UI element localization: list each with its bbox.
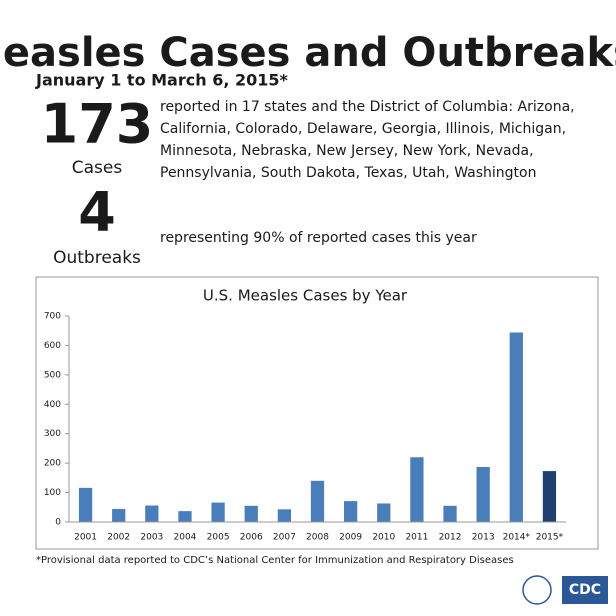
x-tick-label: 2006 — [240, 533, 263, 543]
logo: CDC — [522, 575, 608, 605]
bar — [112, 509, 126, 522]
title: Measles Cases and Outbreaks — [0, 30, 616, 76]
x-tick-label: 2001 — [74, 533, 97, 543]
stat-label: Outbreaks — [53, 248, 141, 268]
y-tick-label: 100 — [44, 488, 61, 498]
bar — [78, 487, 93, 522]
bar — [310, 480, 325, 522]
x-tick-label: 2003 — [140, 533, 163, 543]
x-tick-label: 2010 — [372, 533, 395, 543]
bar — [410, 457, 424, 522]
x-tick-label: 2007 — [273, 533, 296, 543]
stat-text: Minnesota, Nebraska, New Jersey, New Yor… — [160, 143, 534, 159]
x-tick-label: 2005 — [207, 533, 230, 543]
x-tick-label: 2012 — [439, 533, 462, 543]
logo-seal — [522, 575, 552, 605]
y-tick-label: 200 — [44, 459, 61, 469]
footnote: *Provisional data reported to CDC’s Nati… — [36, 555, 514, 566]
stat-number: 4 — [78, 181, 116, 244]
x-tick-label: 2014* — [503, 533, 531, 543]
stat-text: Pennsylvania, South Dakota, Texas, Utah,… — [160, 165, 536, 181]
bar — [211, 502, 225, 522]
stat-label: Cases — [72, 158, 123, 178]
bar — [509, 332, 523, 522]
x-tick-label: 2015* — [536, 533, 564, 543]
bar — [542, 471, 557, 522]
bar — [443, 505, 457, 522]
bar — [476, 466, 490, 522]
logo-box — [562, 576, 608, 604]
stat-text: representing 90% of reported cases this … — [160, 230, 477, 246]
y-tick-label: 500 — [44, 370, 61, 380]
stat-number: 173 — [41, 93, 154, 156]
x-tick-label: 2002 — [107, 533, 130, 543]
x-tick-label: 2013 — [472, 533, 495, 543]
stat-text: California, Colorado, Delaware, Georgia,… — [160, 121, 566, 137]
x-tick-label: 2004 — [174, 533, 197, 543]
logo-text: CDC — [569, 582, 601, 598]
subtitle: January 1 to March 6, 2015* — [35, 71, 289, 90]
bar — [377, 503, 391, 522]
y-tick-label: 300 — [44, 429, 61, 439]
bar — [178, 511, 192, 522]
x-tick-label: 2011 — [405, 533, 428, 543]
y-tick-label: 400 — [44, 400, 61, 410]
x-tick-label: 2009 — [339, 533, 362, 543]
y-tick-label: 600 — [44, 341, 61, 351]
bar — [344, 501, 358, 522]
y-tick-label: 0 — [55, 518, 61, 528]
y-tick-label: 700 — [44, 312, 61, 322]
chart-title: U.S. Measles Cases by Year — [203, 287, 408, 305]
bar — [244, 505, 258, 522]
stat-text: reported in 17 states and the District o… — [160, 99, 575, 115]
bar — [145, 505, 159, 522]
x-tick-label: 2008 — [306, 533, 329, 543]
bar — [277, 509, 291, 522]
